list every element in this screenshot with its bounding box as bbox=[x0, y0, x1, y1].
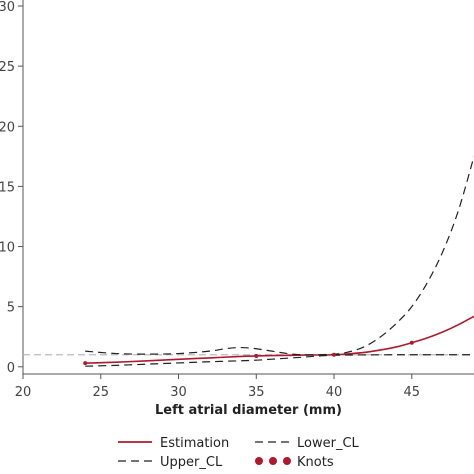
legend-upper-cl-label: Upper_CL bbox=[160, 455, 223, 470]
x-tick-label: 20 bbox=[15, 385, 32, 400]
y-tick-label: 0 bbox=[7, 361, 15, 376]
legend-knots-symbol bbox=[255, 457, 263, 465]
y-tick-label: 15 bbox=[0, 180, 15, 195]
legend: Estimation Lower_CL Upper_CL Knots bbox=[118, 436, 360, 470]
x-tick-label: 45 bbox=[404, 385, 421, 400]
x-ticks: 20 25 30 35 40 45 bbox=[15, 374, 420, 400]
series-upper-cl-line bbox=[85, 156, 474, 356]
y-tick-label: 30 bbox=[0, 0, 15, 15]
legend-lower-cl-label: Lower_CL bbox=[297, 436, 360, 451]
y-tick-label: 20 bbox=[0, 120, 15, 135]
legend-knots-label: Knots bbox=[297, 455, 334, 470]
series-lower-cl-line bbox=[85, 354, 474, 367]
x-tick-label: 25 bbox=[92, 385, 109, 400]
x-axis-title: Left atrial diameter (mm) bbox=[155, 403, 342, 418]
y-tick-label: 5 bbox=[7, 301, 15, 316]
knot-marker bbox=[409, 340, 414, 345]
legend-estimation-label: Estimation bbox=[160, 436, 229, 451]
y-ticks: 0 5 10 15 20 25 30 bbox=[0, 0, 23, 376]
series-layer bbox=[83, 156, 474, 367]
knot-marker bbox=[254, 353, 259, 358]
x-tick-label: 30 bbox=[170, 385, 187, 400]
x-tick-label: 35 bbox=[248, 385, 265, 400]
legend-knots-symbol bbox=[283, 457, 291, 465]
x-tick-label: 40 bbox=[326, 385, 343, 400]
series-estimation-line bbox=[85, 315, 474, 364]
y-tick-label: 10 bbox=[0, 241, 15, 256]
knot-marker bbox=[332, 352, 337, 357]
legend-knots-symbol bbox=[269, 457, 277, 465]
axes bbox=[22, 0, 474, 375]
y-tick-label: 25 bbox=[0, 60, 15, 75]
knot-marker bbox=[83, 361, 88, 366]
